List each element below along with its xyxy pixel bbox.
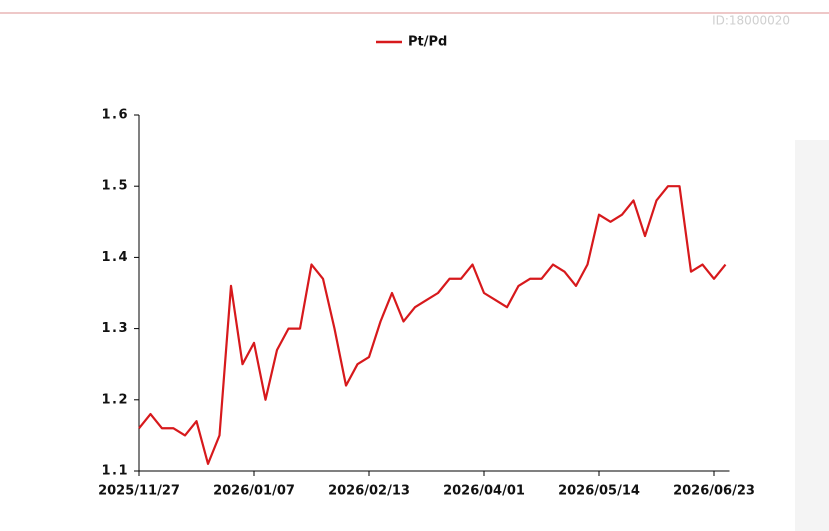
x-tick-label: 2026/01/07 <box>213 484 295 499</box>
y-tick-label: 1.2 <box>101 392 129 407</box>
legend-label: Pt/Pd <box>408 35 447 50</box>
y-tick-label: 1.1 <box>101 464 129 479</box>
x-tick-label: 2026/06/23 <box>673 484 755 499</box>
x-tick-label: 2026/04/01 <box>443 484 525 499</box>
x-tick-label: 2026/02/13 <box>328 484 410 499</box>
side-shade <box>795 140 829 531</box>
x-tick-label: 2026/05/14 <box>558 484 640 499</box>
y-tick-label: 1.5 <box>101 179 129 194</box>
y-tick-label: 1.4 <box>101 250 129 265</box>
series-line <box>138 185 727 465</box>
watermark: ID:18000020 <box>712 14 790 28</box>
y-tick-label: 1.3 <box>101 321 129 336</box>
y-tick-label: 1.6 <box>101 108 129 123</box>
x-tick-label: 2025/11/27 <box>98 484 180 499</box>
